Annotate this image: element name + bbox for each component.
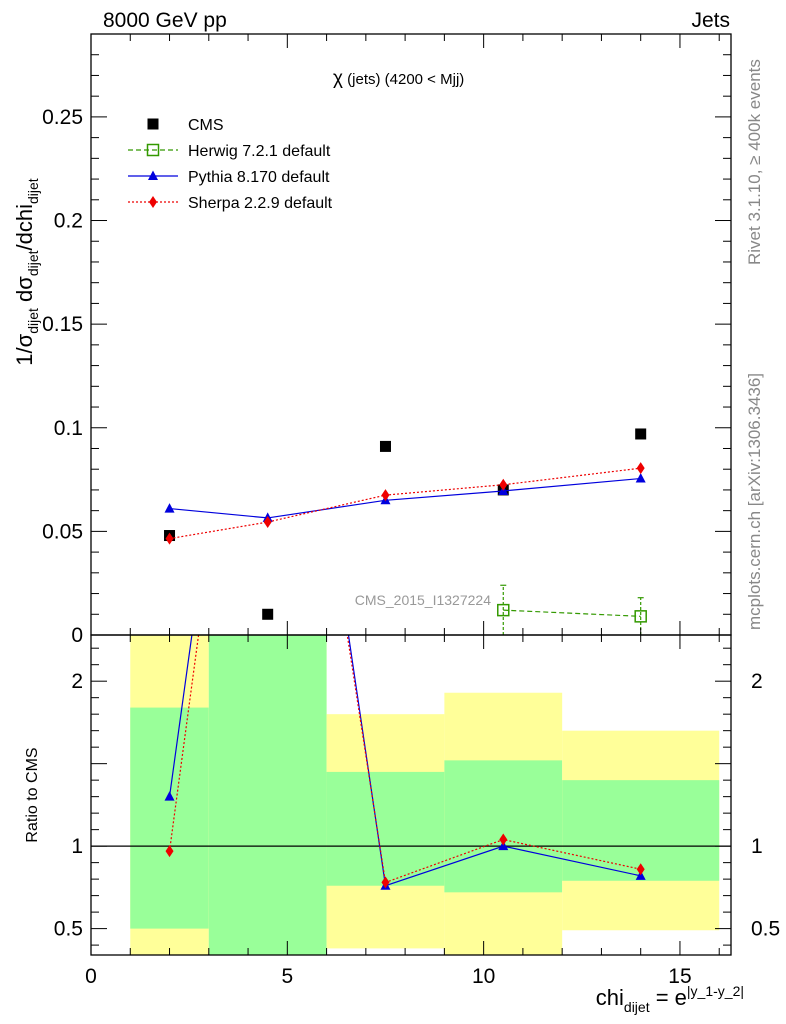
y-axis-label: 1/σdijet dσdijet/dchidijet [12,178,41,366]
ratio-y-tick-label: 1 [71,835,83,858]
marker-herwig [497,603,510,617]
marker-sherpa [381,876,390,889]
band-inner [208,635,327,955]
marker-cms [379,440,391,452]
marker-sherpa [636,863,645,876]
marker-sherpa [165,532,174,545]
band-inner [326,771,445,886]
marker-sherpa [264,114,272,126]
x-tick-label: 10 [472,965,495,988]
marker-pythia [164,503,175,513]
ratio-y-axis-label: Ratio to CMS [24,747,41,842]
marker-sherpa [381,489,390,502]
series-line [503,609,641,617]
marker-sherpa [499,478,508,491]
ratio-y-tick-label: 2 [71,670,83,693]
marker-cms [262,608,274,620]
marker-pythia [263,82,273,92]
marker-cms [635,428,647,440]
mcplots-label: mcplots.cern.ch [arXiv:1306.3436] [745,372,764,630]
band-inner [444,760,563,893]
legend-label: Herwig 7.2.1 default [188,143,331,160]
analysis-watermark: CMS_2015_I1327224 [355,592,491,608]
marker-sherpa [499,833,508,846]
legend-label: CMS [188,117,224,134]
y-tick-label: 0.2 [54,210,83,233]
header-right: Jets [691,9,730,32]
marker-herwig [634,610,647,623]
chart-text: 0 5 10 15 0 0.05 0.1 0.15 0.2 0.25 0.5 0.5 1 1 2 2 χ (je… [12,68,780,1015]
ratio-y-tick-label-right: 1 [751,835,763,858]
marker-cms [147,118,159,130]
marker-pythia [148,170,158,180]
marker-herwig [146,143,160,157]
axes [90,33,732,956]
x-tick-label: 5 [281,965,293,988]
legend-label: Sherpa 2.2.9 default [188,195,333,212]
ratio-bands [91,635,731,955]
marker-pythia [164,791,175,801]
ratio-frame [90,634,732,956]
marker-sherpa [149,196,157,208]
marker-sherpa [263,516,272,529]
y-tick-label: 0.05 [42,520,83,543]
top-frame [90,33,732,636]
band-inner [130,707,209,929]
marker-sherpa [165,845,174,858]
x-tick-label: 15 [668,965,691,988]
ratio-y-tick-label: 0.5 [54,918,83,941]
y-tick-label: 0.15 [42,313,83,336]
plot-title: χ (jets) (4200 < Mjj) [333,68,464,89]
y-tick-label: 0.1 [54,417,83,440]
x-tick-label: 0 [85,965,97,988]
legend-label: Pythia 8.170 default [188,169,330,186]
y-tick-label: 0.25 [42,106,83,129]
rivet-label: Rivet 3.1.10, ≥ 400k events [745,59,764,265]
ratio-y-tick-label-right: 2 [751,670,763,693]
y-tick-label: 0 [71,624,83,647]
marker-sherpa [636,462,645,475]
ratio-y-tick-label-right: 0.5 [751,918,780,941]
header-left: 8000 GeV pp [103,9,227,32]
series-line [169,467,641,540]
x-axis-label: chidijet = e|y_1-y_2| [596,983,744,1015]
series-line [169,477,641,519]
marker-pythia [635,473,646,483]
ratio-data [164,82,646,890]
